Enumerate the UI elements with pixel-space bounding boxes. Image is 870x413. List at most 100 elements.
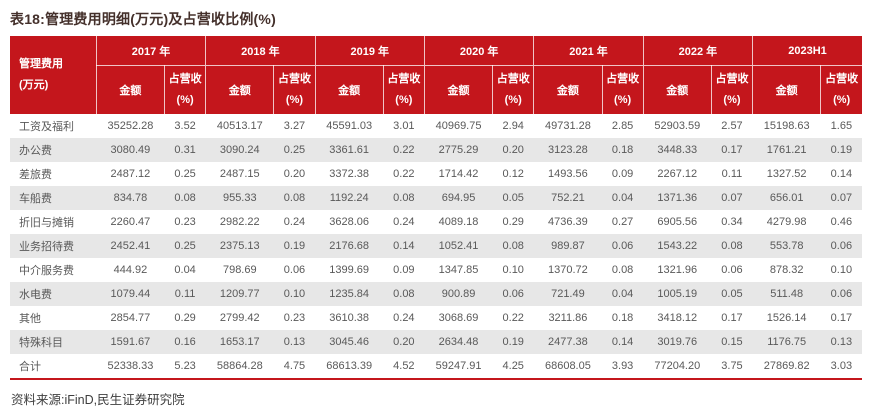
amount-cell: 1714.42 xyxy=(438,168,479,180)
amount-cell: 1192.24 xyxy=(329,192,369,204)
pct-cell: 0.22 xyxy=(393,168,415,180)
amount-cell: 45591.03 xyxy=(326,120,373,132)
pct-cell: 0.19 xyxy=(502,336,524,348)
row-label: 合计 xyxy=(19,361,41,373)
row-header-label: 管理费用 (万元) xyxy=(10,36,97,114)
pct-cell: 0.07 xyxy=(830,192,853,204)
amount-cell: 752.21 xyxy=(551,192,585,204)
amount-header: 金额 xyxy=(205,65,274,114)
amount-cell: 3090.24 xyxy=(219,144,260,156)
amount-cell: 3211.86 xyxy=(548,312,588,324)
row-label: 业务招待费 xyxy=(19,241,74,253)
table-title: 表18:管理费用明细(万元)及占营收比例(%) xyxy=(10,11,276,27)
pct-of-revenue-header: 占营收 (%) xyxy=(273,65,316,114)
pct-cell: 0.25 xyxy=(174,240,196,252)
amount-cell: 6905.56 xyxy=(657,216,698,228)
amount-cell: 4279.98 xyxy=(766,216,807,228)
amount-cell: 656.01 xyxy=(769,192,804,204)
pct-of-revenue-header: 占营收 (%) xyxy=(820,65,862,114)
amount-cell: 2487.15 xyxy=(219,168,260,180)
pct-cell: 0.06 xyxy=(283,264,306,276)
pct-cell: 0.31 xyxy=(174,144,196,156)
amount-header: 金额 xyxy=(533,65,603,114)
pct-cell: 0.08 xyxy=(174,192,196,204)
amount-cell: 1327.52 xyxy=(766,168,807,180)
amount-cell: 721.49 xyxy=(551,288,585,300)
amount-header: 金额 xyxy=(423,65,493,114)
amount-cell: 2260.47 xyxy=(110,216,151,228)
pct-cell: 0.23 xyxy=(174,216,196,228)
amount-cell: 3361.61 xyxy=(329,144,370,156)
table-body: 工资及福利 35252.28 3.52 40513.17 3.27 45591.03 3.0… xyxy=(10,114,862,379)
amount-cell: 3610.38 xyxy=(329,312,370,324)
amount-cell: 59247.91 xyxy=(435,360,482,372)
pct-cell: 0.06 xyxy=(830,240,853,252)
amount-cell: 2267.12 xyxy=(657,168,698,180)
pct-cell: 0.13 xyxy=(830,336,853,348)
amount-cell: 2176.68 xyxy=(329,240,370,252)
amount-cell: 1052.41 xyxy=(438,240,479,252)
amount-cell: 2375.13 xyxy=(219,240,260,252)
amount-cell: 3019.76 xyxy=(657,336,698,348)
pct-cell: 0.25 xyxy=(174,168,196,180)
amount-header: 金额 xyxy=(642,65,712,114)
row-label: 折旧与摊销 xyxy=(19,217,74,229)
pct-cell: 0.09 xyxy=(611,168,634,180)
amount-cell: 35252.28 xyxy=(107,120,154,132)
amount-cell: 3628.06 xyxy=(329,216,370,228)
pct-cell: 0.46 xyxy=(830,216,853,228)
amount-cell: 2634.48 xyxy=(438,336,479,348)
table-row: 业务招待费 2452.41 0.25 2375.13 0.19 2176.68 0.14 10… xyxy=(10,234,862,258)
amount-cell: 58864.28 xyxy=(216,360,263,372)
pct-cell: 0.10 xyxy=(502,264,524,276)
pct-cell: 0.27 xyxy=(611,216,634,228)
row-label: 办公费 xyxy=(19,145,52,157)
amount-cell: 1591.67 xyxy=(110,336,151,348)
year-header-2022: 2022 年 xyxy=(642,36,753,66)
amount-cell: 1493.56 xyxy=(548,168,588,180)
pct-cell: 0.06 xyxy=(830,288,853,300)
amount-cell: 1370.72 xyxy=(548,264,588,276)
pct-cell: 0.24 xyxy=(283,216,306,228)
amount-cell: 2775.29 xyxy=(438,144,479,156)
amount-cell: 694.95 xyxy=(441,192,476,204)
pct-cell: 0.04 xyxy=(611,192,634,204)
pct-cell: 0.29 xyxy=(502,216,524,228)
pct-of-revenue-header: 占营收 (%) xyxy=(492,65,534,114)
source-note: 资料来源:iFinD,民生证券研究院 xyxy=(11,393,185,407)
amount-cell: 3068.69 xyxy=(438,312,479,324)
pct-cell: 3.27 xyxy=(283,120,306,132)
pct-cell: 0.14 xyxy=(611,336,634,348)
amount-cell: 955.33 xyxy=(222,192,257,204)
pct-of-revenue-header: 占营收 (%) xyxy=(164,65,206,114)
pct-cell: 0.11 xyxy=(721,168,743,180)
pct-cell: 0.22 xyxy=(502,312,524,324)
pct-cell: 0.14 xyxy=(830,168,853,180)
amount-cell: 2487.12 xyxy=(110,168,151,180)
row-label: 车船费 xyxy=(19,193,52,205)
pct-cell: 0.08 xyxy=(393,192,415,204)
amount-cell: 52903.59 xyxy=(654,120,701,132)
pct-cell: 0.08 xyxy=(611,264,634,276)
amount-cell: 2477.38 xyxy=(548,336,588,348)
pct-cell: 4.25 xyxy=(502,360,524,372)
year-header-2019: 2019 年 xyxy=(314,36,425,66)
pct-cell: 0.20 xyxy=(393,336,415,348)
expense-table: 管理费用 (万元) 2017 年 2018 年 2019 年 2020 年 20… xyxy=(10,36,862,380)
row-label: 特殊科目 xyxy=(19,337,63,349)
pct-cell: 0.25 xyxy=(283,144,306,156)
amount-cell: 1321.96 xyxy=(657,264,698,276)
amount-cell: 444.92 xyxy=(113,264,148,276)
table-row: 工资及福利 35252.28 3.52 40513.17 3.27 45591.03 3.0… xyxy=(10,114,862,138)
amount-cell: 77204.20 xyxy=(654,360,701,372)
year-header-2020: 2020 年 xyxy=(423,36,534,66)
row-label: 水电费 xyxy=(19,289,52,301)
amount-cell: 3123.28 xyxy=(548,144,588,156)
amount-cell: 3045.46 xyxy=(329,336,370,348)
amount-cell: 1761.21 xyxy=(766,144,807,156)
amount-cell: 15198.63 xyxy=(763,120,810,132)
row-label: 中介服务费 xyxy=(19,265,74,277)
pct-cell: 0.05 xyxy=(721,288,743,300)
pct-cell: 0.18 xyxy=(611,144,634,156)
pct-cell: 2.94 xyxy=(502,120,524,132)
